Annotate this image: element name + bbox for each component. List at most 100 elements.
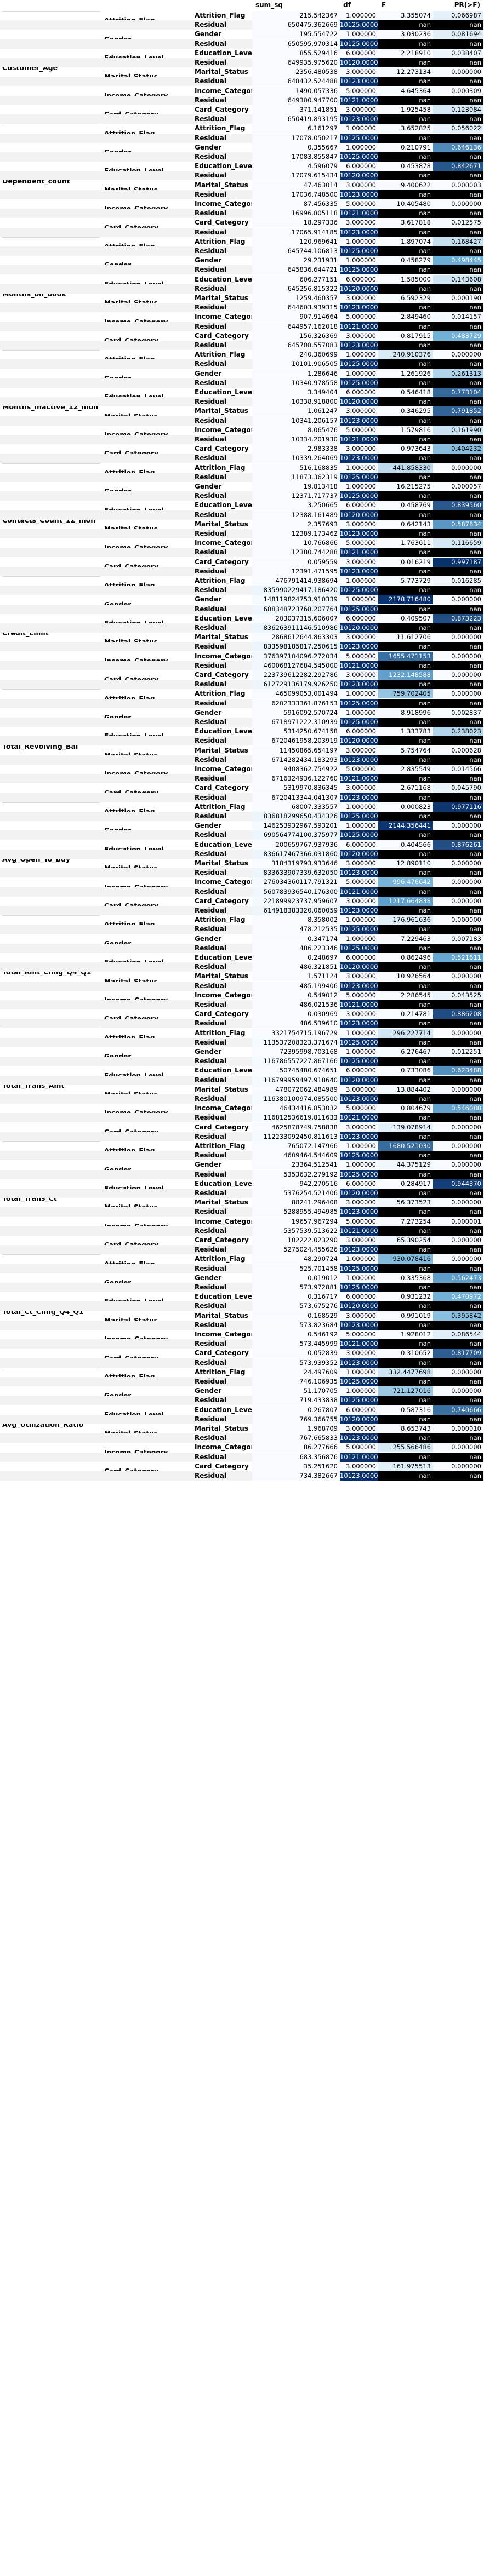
cell-pr-f: nan (433, 246, 483, 256)
cell-pr-f: 0.817709 (433, 1349, 483, 1358)
cell-df: 1.000000 (340, 595, 378, 605)
cell-pr-f: nan (433, 1113, 483, 1123)
cell-pr-f: nan (433, 981, 483, 991)
cell-f: 16.215275 (378, 482, 433, 491)
table-row: Residual 478.212535 10125.000000 nan nan (0, 925, 484, 934)
table-row: Education_Level 3.349404 6.000000 0.546418 0… (0, 388, 484, 397)
cell-f: nan (378, 661, 433, 670)
cell-f: 8.918996 (378, 708, 433, 718)
cell-df: 10125.000000 (340, 1283, 386, 1292)
cell-sum-sq: 3.349404 (252, 388, 340, 397)
table-row: Residual 746.106935 10125.000000 nan nan (0, 1377, 484, 1386)
table-row: Residual 833633907339.632050 10123.000000 n… (0, 868, 484, 878)
cell-pr-f: nan (433, 435, 483, 444)
table-row: Card_Category 156.326369 3.000000 0.817915 0… (0, 331, 484, 341)
cell-sum-sq: 120.969641 (252, 237, 340, 246)
cell-f: 721.127016 (378, 1386, 433, 1396)
table-row: Marital_Status 11450865.654197 3.000000 5.7… (0, 745, 484, 755)
cell-f: nan (378, 1000, 433, 1009)
row-label: Card_Category (195, 558, 249, 566)
cell-pr-f: nan (433, 171, 483, 181)
cell-pr-f: 0.646136 (433, 142, 483, 152)
cell-f: 7.229463 (378, 934, 433, 944)
cell-sum-sq: 0.248697 (252, 953, 340, 962)
cell-df: 3.000000 (340, 670, 378, 680)
table-row: Residual 12391.471595 10123.000000 nan nan (0, 566, 484, 576)
cell-sum-sq: 88241.296408 (252, 1198, 340, 1208)
table-row: Card_Category 371.141851 3.000000 1.925458 0… (0, 105, 484, 114)
cell-pr-f: 0.000000 (433, 670, 483, 680)
table-row: Residual 17065.914185 10123.000000 nan nan (0, 227, 484, 237)
cell-sum-sq: 3184319793.933646 (252, 859, 340, 868)
cell-df: 10125.000000 (340, 698, 386, 708)
row-label: Residual (195, 228, 226, 236)
cell-f: 0.453878 (378, 162, 433, 171)
cell-sum-sq: 371.141851 (252, 105, 340, 114)
table-row: Card_Category 2.983338 3.000000 0.973643 0.4… (0, 444, 484, 454)
cell-sum-sq: 87.456335 (252, 199, 340, 209)
table-row: Marital_Status 1.968709 3.000000 8.653743 0.… (0, 1424, 484, 1433)
cell-sum-sq: 376397104096.272034 (252, 651, 340, 661)
cell-f: 1.333783 (378, 727, 433, 737)
cell-pr-f: 0.000000 (433, 595, 483, 605)
table-row: Card_Category 223739612282.292786 3.000000… (0, 670, 484, 680)
row-label: Gender (195, 595, 222, 604)
table-row: Residual 6718971222.310939 10125.000000 nan… (0, 718, 484, 727)
row-label: Attrition_Flag (195, 1368, 246, 1376)
cell-df: 3.000000 (340, 1461, 378, 1471)
cell-f: 1655.471153 (378, 651, 433, 661)
cell-df: 10123.000000 (340, 868, 386, 878)
cell-df: 10121.000000 (340, 1226, 386, 1236)
cell-f: nan (378, 887, 433, 897)
row-label: Gender (195, 30, 222, 38)
cell-f: 441.858330 (378, 463, 433, 473)
cell-pr-f: 0.007183 (433, 934, 483, 944)
table-row: Residual 734.382667 10123.000000 nan nan (0, 1471, 484, 1481)
cell-sum-sq: 835990229417.186420 (252, 586, 340, 595)
table-row: Residual 10341.206157 10123.000000 nan nan (0, 416, 484, 426)
cell-f: 0.214781 (378, 1009, 433, 1019)
row-label: Education_Level (195, 1066, 255, 1075)
cell-f: nan (378, 1339, 433, 1349)
cell-sum-sq: 102222.023290 (252, 1236, 340, 1245)
cell-sum-sq: 765072.147966 (252, 1141, 340, 1151)
row-label: Residual (195, 416, 226, 424)
cell-df: 10123.000000 (340, 1019, 386, 1029)
cell-pr-f: nan (433, 58, 483, 67)
row-label: Attrition_Flag (195, 1255, 246, 1263)
row-label: Education_Level (195, 840, 255, 848)
row-label: Attrition_Flag (195, 577, 246, 584)
cell-f: nan (378, 171, 433, 181)
table-row: Residual 10340.978558 10125.000000 nan nan (0, 378, 484, 388)
cell-sum-sq: 116799959497.918640 (252, 1075, 340, 1085)
table-row: Residual 10338.918800 10120.000000 nan nan (0, 397, 484, 407)
table-row: Residual 17083.855847 10125.000000 nan nan (0, 152, 484, 162)
cell-sum-sq: 4625878749.758838 (252, 1122, 340, 1132)
row-label: Card_Category (195, 331, 249, 340)
row-label: Residual (195, 1019, 226, 1028)
cell-sum-sq: 573.675276 (252, 1301, 340, 1311)
row-label: Residual (195, 661, 226, 669)
cell-f: 1.897074 (378, 237, 433, 246)
cell-pr-f: 0.000000 (433, 1254, 483, 1264)
row-label: Education_Level (195, 614, 255, 622)
cell-pr-f: 0.000000 (433, 1198, 483, 1208)
cell-pr-f: 0.791852 (433, 406, 483, 416)
cell-sum-sq: 72395998.703168 (252, 1047, 340, 1057)
table-row: Residual 836818299650.434326 10125.000000 n… (0, 812, 484, 821)
cell-pr-f: nan (433, 962, 483, 972)
row-label: Residual (195, 624, 226, 632)
cell-f: 12.273134 (378, 67, 433, 77)
cell-sum-sq: 19.813418 (252, 482, 340, 491)
row-label: Income_Category (195, 1330, 259, 1338)
row-label: Residual (195, 944, 226, 952)
cell-f: nan (378, 510, 433, 520)
cell-sum-sq: 23364.512541 (252, 1160, 340, 1170)
table-row: Gender 148119824753.910339 1.000000 2178.71… (0, 595, 484, 605)
table-row: Attrition_Flag 765072.147966 1.000000 1680.… (0, 1141, 484, 1151)
cell-df: 10121.000000 (340, 209, 386, 219)
cell-pr-f: nan (433, 209, 483, 219)
table-row: Education_Level 200659767.937936 6.000000 0… (0, 840, 484, 850)
cell-df: 3.000000 (340, 1009, 378, 1019)
